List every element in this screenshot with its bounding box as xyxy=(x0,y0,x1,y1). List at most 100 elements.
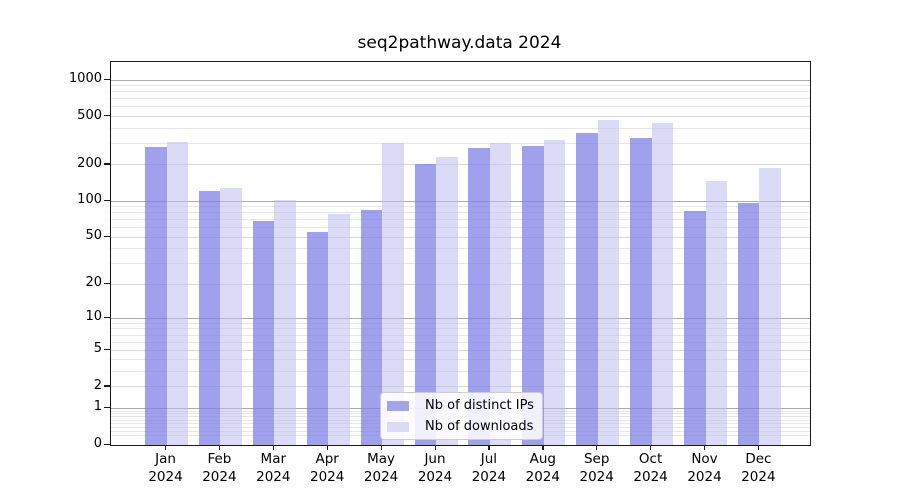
gridline-40 xyxy=(111,248,810,250)
x-tick-mar xyxy=(272,445,275,450)
y-tick-label-1000: 1000 xyxy=(68,71,102,86)
y-tick-10 xyxy=(104,316,110,319)
gridline-900 xyxy=(111,85,810,87)
legend-swatch-downloads-icon xyxy=(387,421,409,432)
x-tick-label-sep: Sep 2024 xyxy=(579,451,614,485)
bar-ips-aug xyxy=(522,145,544,445)
gridline-800 xyxy=(111,91,810,93)
bar-ips-apr xyxy=(306,232,329,445)
y-tick-label-100: 100 xyxy=(77,192,102,208)
x-tick-dec xyxy=(757,445,760,450)
bar-ips-sep xyxy=(576,133,598,445)
y-tick-label-5: 5 xyxy=(93,341,102,357)
y-tick-100 xyxy=(104,199,110,201)
bar-ips-dec xyxy=(737,203,760,445)
y-tick-2 xyxy=(104,385,110,387)
x-tick-label-may: May 2024 xyxy=(363,451,399,485)
bar-ips-jan xyxy=(145,147,167,445)
gridline-100 xyxy=(111,200,810,202)
bar-ips-may xyxy=(360,210,383,445)
y-tick-200 xyxy=(104,163,110,165)
bar-downloads-mar xyxy=(274,200,296,445)
x-tick-label-nov: Nov 2024 xyxy=(687,451,722,485)
gridline-1000 xyxy=(111,79,810,81)
bar-downloads-jun xyxy=(436,157,458,445)
bar-downloads-jan xyxy=(166,141,188,445)
x-tick-nov xyxy=(704,445,706,450)
bar-ips-nov xyxy=(684,210,706,445)
legend: Nb of distinct IPs Nb of downloads xyxy=(380,392,543,440)
gridline-70 xyxy=(111,219,810,221)
x-tick-label-jan: Jan 2024 xyxy=(148,451,183,485)
gridline-10 xyxy=(111,317,810,319)
y-tick-5 xyxy=(104,348,110,351)
x-tick-may xyxy=(380,445,382,450)
x-tick-label-jul: Jul 2024 xyxy=(471,451,507,485)
x-tick-label-jun: Jun 2024 xyxy=(417,451,453,485)
x-tick-jan xyxy=(165,445,167,450)
x-tick-aug xyxy=(542,445,544,450)
y-tick-label-50: 50 xyxy=(85,228,102,244)
y-tick-1 xyxy=(104,406,110,409)
y-tick-label-10: 10 xyxy=(85,309,102,325)
gridline-20 xyxy=(111,283,810,285)
x-tick-label-oct: Oct 2024 xyxy=(633,451,668,485)
gridline-9 xyxy=(111,322,810,324)
x-tick-label-apr: Apr 2024 xyxy=(310,451,345,485)
gridline-5 xyxy=(111,349,810,351)
gridline-400 xyxy=(111,127,810,129)
bar-downloads-oct xyxy=(651,122,674,445)
bar-downloads-sep xyxy=(597,120,620,445)
gridline-500 xyxy=(111,116,810,118)
y-tick-20 xyxy=(104,282,110,284)
y-tick-label-20: 20 xyxy=(85,275,102,291)
legend-label-distinct-ips: Nb of distinct IPs xyxy=(425,398,534,413)
x-tick-label-aug: Aug 2024 xyxy=(525,451,560,485)
x-tick-feb xyxy=(218,445,221,450)
x-tick-jun xyxy=(434,445,436,450)
x-tick-oct xyxy=(650,445,652,450)
gridline-50 xyxy=(111,236,810,238)
gridline-3 xyxy=(111,371,810,373)
bar-downloads-feb xyxy=(220,188,242,445)
bar-ips-jul xyxy=(468,148,490,445)
gridline-700 xyxy=(111,98,810,100)
gridline-60 xyxy=(111,227,810,229)
gridline-90 xyxy=(111,206,810,208)
y-tick-label-200: 200 xyxy=(77,155,102,171)
gridline-200 xyxy=(111,164,810,166)
gridline-600 xyxy=(111,106,810,108)
gridline-30 xyxy=(111,263,810,265)
x-tick-label-mar: Mar 2024 xyxy=(256,451,291,485)
legend-row-downloads: Nb of downloads xyxy=(387,419,536,434)
bar-ips-feb xyxy=(198,191,221,445)
x-tick-apr xyxy=(326,445,328,450)
gridline-8 xyxy=(111,328,810,330)
y-tick-1000 xyxy=(104,78,110,80)
chart-title: seq2pathway.data 2024 xyxy=(357,33,562,53)
x-tick-label-dec: Dec 2024 xyxy=(741,451,776,485)
x-tick-jul xyxy=(488,445,490,450)
gridline-80 xyxy=(111,212,810,214)
y-tick-500 xyxy=(104,115,110,117)
legend-label-downloads: Nb of downloads xyxy=(425,419,534,434)
legend-row-distinct-ips: Nb of distinct IPs xyxy=(387,398,536,413)
bar-downloads-jul xyxy=(489,142,512,445)
gridline-4 xyxy=(111,359,810,361)
bar-downloads-aug xyxy=(543,140,566,445)
y-tick-label-2: 2 xyxy=(93,377,102,393)
y-tick-label-0: 0 xyxy=(93,436,102,451)
gridline-2 xyxy=(111,386,810,388)
bar-downloads-may xyxy=(382,142,404,445)
y-tick-50 xyxy=(104,235,110,238)
bar-downloads-nov xyxy=(705,180,727,445)
y-tick-label-1: 1 xyxy=(93,399,102,415)
plot-area xyxy=(110,61,811,446)
legend-swatch-distinct-ips-icon xyxy=(387,400,409,411)
bar-ips-mar xyxy=(252,221,275,445)
y-tick-0 xyxy=(104,443,110,445)
gridline-300 xyxy=(111,142,810,144)
y-tick-label-500: 500 xyxy=(77,107,102,123)
bar-downloads-apr xyxy=(328,214,350,445)
